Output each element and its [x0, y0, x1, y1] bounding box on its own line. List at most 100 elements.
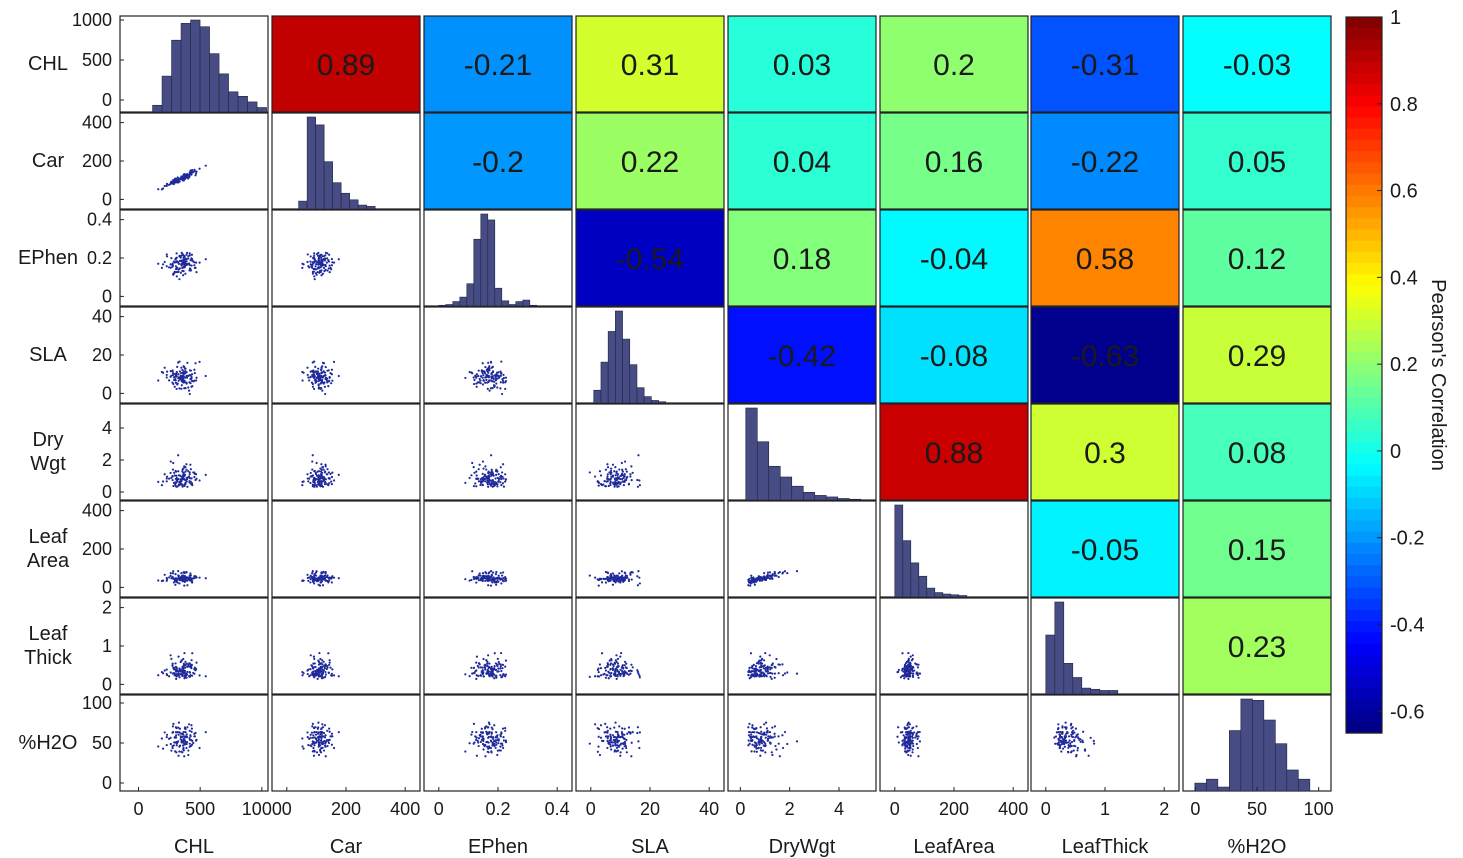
scatter-point-1-0-117 [182, 175, 185, 178]
scatter-point-6-2-110 [468, 674, 471, 678]
hist-bar-3-8 [651, 400, 659, 404]
scatter-point-7-4-5 [751, 743, 754, 746]
scatter-point-7-5-91 [908, 739, 911, 742]
hist-bar-1-5 [340, 192, 350, 210]
xtick-label-5-0: 0 [890, 799, 900, 819]
scatter-point-7-5-45 [909, 729, 912, 732]
scatter-point-4-1-116 [314, 483, 318, 487]
scatter-cell-7-1 [271, 694, 421, 792]
scatter-point-4-0-64 [172, 484, 175, 488]
scatter-point-5-2-75 [491, 571, 495, 574]
scatter-point-5-3-61 [602, 577, 605, 580]
scatter-point-5-1-100 [317, 583, 320, 586]
scatter-point-2-0-45 [188, 252, 191, 255]
scatter-point-7-1-117 [320, 733, 323, 736]
scatter-point-5-2-41 [493, 581, 496, 584]
scatter-point-6-3-65 [620, 672, 623, 675]
scatter-point-4-2-64 [472, 484, 476, 488]
scatter-point-5-3-94 [597, 584, 600, 587]
scatter-point-3-0-104 [172, 376, 175, 379]
scatter-point-5-0-82 [165, 579, 168, 582]
scatter-point-4-3-48 [619, 474, 622, 477]
scatter-point-6-1-35 [330, 674, 333, 677]
scatter-point-2-1-11 [332, 261, 336, 264]
scatter-point-4-0-71 [174, 483, 177, 486]
scatter-point-6-1-72 [316, 677, 319, 680]
scatter-point-7-6-91 [1063, 739, 1066, 742]
hist-bar-0-3 [180, 23, 191, 113]
scatter-point-3-0-79 [178, 360, 181, 363]
scatter-point-6-0-79 [178, 676, 181, 679]
scatter-point-5-0-99 [188, 574, 191, 577]
scatter-point-7-3-51 [618, 725, 621, 728]
scatter-point-7-1-64 [311, 722, 314, 725]
scatter-point-5-0-52 [188, 579, 191, 582]
scatter-point-7-2-76 [489, 739, 492, 742]
scatter-point-7-6-73 [1061, 726, 1064, 729]
scatter-point-7-4-74 [763, 731, 766, 734]
scatter-point-6-2-77 [498, 662, 501, 665]
scatter-point-3-0-11 [198, 360, 201, 364]
scatter-point-7-2-75 [491, 737, 495, 740]
scatter-point-7-6-117 [1070, 733, 1073, 736]
scatter-point-5-0-111 [169, 574, 172, 577]
scatter-point-6-1-96 [329, 666, 332, 669]
hist-bar-2-1 [445, 304, 454, 307]
scatter-point-3-2-91 [482, 374, 485, 377]
hist-bar-4-1 [756, 441, 770, 501]
colorbar-step-54 [1346, 621, 1382, 633]
scatter-point-6-4-106 [758, 673, 762, 676]
scatter-point-7-6-92 [1063, 737, 1066, 740]
scatter-point-6-5-107 [897, 670, 900, 673]
scatter-point-4-2-10 [496, 483, 499, 486]
scatter-point-4-1-48 [315, 474, 319, 477]
scatter-point-3-2-66 [502, 381, 505, 384]
scatter-point-4-0-88 [187, 470, 190, 473]
scatter-point-5-0-95 [183, 570, 186, 574]
scatter-point-4-1-105 [306, 477, 309, 480]
scatter-point-5-1-41 [327, 581, 330, 584]
scatter-point-5-2-90 [485, 575, 488, 578]
scatter-point-4-0-101 [167, 477, 171, 480]
scatter-point-6-5-43 [914, 662, 917, 665]
colorbar-step-60 [1346, 688, 1382, 701]
hist-bar-1-4 [332, 182, 342, 210]
scatter-point-3-2-58 [481, 362, 484, 365]
corr-value-1-6: -0.22 [1071, 146, 1139, 179]
scatter-point-6-1-114 [315, 670, 318, 673]
colorbar-step-34 [1346, 397, 1382, 410]
scatter-point-7-6-79 [1055, 731, 1058, 734]
scatter-point-3-1-96 [329, 372, 332, 375]
scatter-point-6-3-119 [609, 674, 612, 677]
scatter-point-4-3-45 [606, 473, 609, 476]
scatter-point-5-2-119 [488, 579, 491, 582]
scatter-point-7-0-16 [182, 746, 185, 749]
xtick-label-3-0: 0 [586, 799, 596, 819]
scatter-point-6-2-112 [475, 669, 478, 672]
scatter-point-7-0-114 [181, 741, 184, 744]
scatter-point-4-2-60 [501, 482, 505, 485]
colorbar-step-6 [1346, 84, 1382, 96]
xtick-label-5-2: 400 [998, 799, 1028, 819]
scatter-point-7-4-65 [783, 730, 787, 734]
scatter-point-7-6-54 [1082, 730, 1085, 733]
scatter-point-7-3-9 [616, 733, 620, 736]
scatter-point-7-4-71 [750, 750, 753, 753]
scatter-point-1-0-76 [194, 172, 198, 175]
scatter-point-4-3-43 [609, 469, 613, 473]
scatter-point-6-4-115 [762, 674, 766, 677]
hist-bar-0-5 [199, 26, 210, 113]
scatter-point-7-4-112 [748, 731, 751, 734]
scatter-point-3-0-24 [178, 387, 181, 390]
scatter-point-7-2-71 [490, 750, 493, 753]
scatter-point-3-1-118 [321, 376, 325, 379]
scatter-point-5-1-115 [309, 577, 312, 581]
scatter-point-3-2-86 [483, 370, 486, 373]
scatter-point-4-1-58 [322, 478, 326, 482]
scatter-point-7-3-116 [609, 733, 612, 736]
scatter-point-4-0-72 [175, 470, 178, 473]
scatter-point-2-0-55 [175, 256, 178, 259]
scatter-point-7-5-70 [911, 748, 914, 751]
scatter-point-1-0-58 [194, 174, 197, 177]
scatter-point-3-2-103 [491, 365, 494, 368]
